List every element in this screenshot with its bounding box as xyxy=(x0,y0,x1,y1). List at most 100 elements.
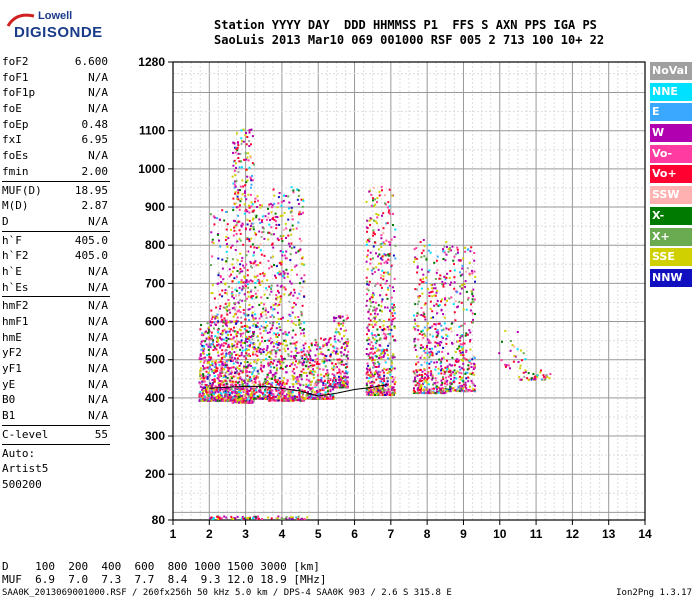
echo-point xyxy=(369,382,372,385)
echo-point xyxy=(220,360,222,363)
echo-point xyxy=(430,370,433,373)
echo-point xyxy=(289,259,292,262)
echo-point xyxy=(341,370,344,373)
echo-point xyxy=(303,274,306,277)
echo-point xyxy=(299,289,302,292)
echo-point xyxy=(437,322,440,325)
echo-point xyxy=(378,253,381,256)
echo-point xyxy=(219,275,222,277)
param-label: h`F2 xyxy=(2,249,29,263)
echo-point xyxy=(453,281,456,284)
echo-point xyxy=(251,203,254,206)
echo-point xyxy=(230,328,233,331)
echo-point xyxy=(237,393,240,396)
echo-point xyxy=(302,350,305,353)
echo-point xyxy=(245,297,248,300)
echo-point xyxy=(372,257,374,260)
echo-point xyxy=(519,378,522,381)
echo-point xyxy=(222,380,225,383)
echo-point xyxy=(245,250,248,253)
echo-point xyxy=(325,397,328,400)
echo-point xyxy=(237,377,239,380)
echo-point xyxy=(238,380,241,383)
echo-point xyxy=(281,343,284,346)
echo-point xyxy=(276,367,278,370)
echo-point xyxy=(427,341,430,344)
echo-point xyxy=(254,381,257,384)
echo-point xyxy=(296,395,299,398)
echo-point xyxy=(472,388,474,391)
echo-point xyxy=(235,179,238,182)
echo-point xyxy=(450,372,453,375)
echo-point xyxy=(310,344,313,347)
echo-point xyxy=(440,341,443,344)
echo-point xyxy=(325,394,328,397)
echo-point xyxy=(382,275,385,278)
echo-point xyxy=(373,219,375,222)
echo-point xyxy=(278,377,281,380)
echo-point xyxy=(262,227,265,230)
echo-point xyxy=(247,395,250,398)
echo-point xyxy=(414,322,417,325)
echo-point xyxy=(243,516,246,519)
echo-point xyxy=(276,206,279,209)
echo-point xyxy=(224,379,227,382)
echo-point xyxy=(231,280,234,283)
echo-point xyxy=(390,312,393,315)
echo-point xyxy=(232,359,234,362)
echo-point xyxy=(280,295,282,298)
echo-point xyxy=(271,314,274,317)
echo-point xyxy=(225,516,228,519)
echo-point xyxy=(209,343,211,346)
echo-point xyxy=(417,338,420,341)
echo-point xyxy=(226,330,229,333)
echo-point xyxy=(258,328,261,331)
echo-point xyxy=(530,378,533,381)
echo-point xyxy=(292,399,295,402)
echo-point xyxy=(426,353,429,356)
echo-point xyxy=(379,294,381,297)
echo-point xyxy=(275,369,278,372)
echo-point xyxy=(291,311,294,314)
echo-point xyxy=(257,264,260,267)
echo-point xyxy=(385,293,388,296)
echo-point xyxy=(509,340,512,342)
echo-point xyxy=(344,346,346,349)
echo-point xyxy=(198,356,201,359)
echo-point xyxy=(272,255,275,258)
echo-point xyxy=(376,390,379,393)
echo-point xyxy=(438,358,441,361)
echo-point xyxy=(251,306,254,308)
echo-point xyxy=(288,300,291,303)
echo-point xyxy=(252,254,255,257)
echo-point xyxy=(212,391,215,394)
echo-point xyxy=(244,194,247,197)
echo-point xyxy=(268,392,271,395)
echo-point xyxy=(380,185,383,188)
echo-point xyxy=(240,354,243,357)
param-value: N/A xyxy=(88,214,108,228)
echo-point xyxy=(249,279,252,282)
echo-point xyxy=(460,346,463,349)
echo-point xyxy=(382,332,385,335)
echo-point xyxy=(426,389,429,391)
echo-point xyxy=(249,155,252,158)
echo-point xyxy=(236,398,238,401)
param-label: h`E xyxy=(2,264,22,278)
echo-point xyxy=(203,361,205,364)
echo-point xyxy=(248,140,251,143)
param-row: yF2 N/A xyxy=(2,345,110,361)
echo-point xyxy=(269,369,272,372)
echo-point xyxy=(201,386,204,389)
echo-point xyxy=(239,204,241,207)
echo-point xyxy=(473,298,476,301)
echo-point xyxy=(255,324,257,327)
echo-point xyxy=(421,333,424,336)
echo-point xyxy=(436,312,439,315)
echo-point xyxy=(277,382,279,385)
echo-point xyxy=(251,338,254,341)
echo-point xyxy=(251,311,254,314)
echo-point xyxy=(225,352,228,355)
echo-point xyxy=(323,379,326,382)
echo-point xyxy=(233,400,236,403)
